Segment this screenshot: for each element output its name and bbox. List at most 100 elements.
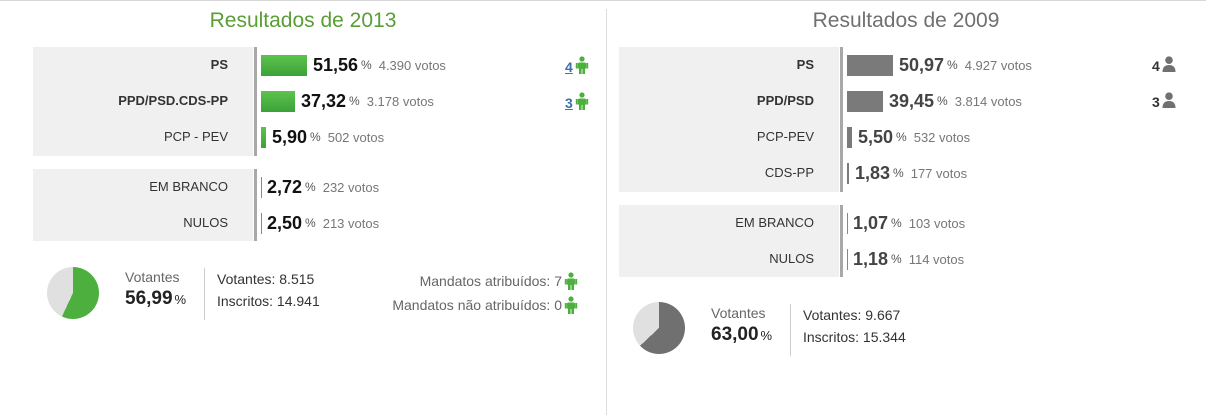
seats-number[interactable]: 3 [565,94,573,111]
other-block-2013 [33,169,253,241]
percent-sign: % [937,94,948,108]
party-name: NULOS [769,251,814,266]
person-icon [575,56,588,74]
seats-count[interactable]: 3 [565,92,589,113]
person-icon [1162,56,1176,72]
vote-bar [261,126,266,148]
vote-bar [261,212,262,234]
result-row: 2,50% 213 votos [261,205,379,241]
percent-sign: % [305,216,316,230]
party-name: EM BRANCO [149,179,228,194]
percent-sign: % [896,130,907,144]
percent-sign: % [893,166,904,180]
party-name: PCP-PEV [756,129,814,144]
parties-block-2009 [619,47,839,192]
vote-bar [847,90,883,112]
vote-count: 177 votos [910,165,968,181]
separator [254,169,257,241]
separator [840,205,843,277]
seats-count: 4 [1152,56,1176,75]
seats-number: 4 [1152,57,1160,74]
party-name: PS [210,57,228,72]
result-row: 1,83% 177 votos [847,155,967,191]
separator [254,47,257,156]
result-row: 2,72% 232 votos [261,169,379,205]
vote-percentage: 37,32 [301,90,347,111]
vote-count: 3.814 votos [954,93,1022,109]
party-name: PPD/PSD [756,93,814,108]
vote-count: 502 votos [327,129,385,145]
vote-bar [261,176,262,198]
seats-number: 3 [1152,93,1160,110]
vote-percentage: 50,97 [899,54,945,75]
vote-bar [847,54,893,76]
mandatos-atribuidos-text: Mandatos atribuídos: 7 [419,273,562,289]
vote-count: 3.178 votos [366,93,434,109]
percent-sign: % [891,216,902,230]
votantes-2013: Votantes: 8.515 [217,271,315,287]
vote-count: 103 votos [908,215,966,231]
vote-percentage: 5,50 [858,126,894,147]
vote-bar [261,54,307,76]
vote-count: 4.927 votos [964,57,1032,73]
percent-sign: % [310,130,321,144]
vote-bar [261,90,295,112]
person-icon [575,92,588,110]
inscritos-2009: Inscritos: 15.344 [803,329,906,345]
percent-sign: % [947,58,958,72]
vote-percentage: 39,45 [889,90,935,111]
result-row: 1,18% 114 votos [847,241,964,277]
vote-count: 4.390 votos [378,57,446,73]
turnout-pie-2009 [633,302,685,354]
percent-sign: % [305,180,316,194]
vote-percentage: 2,72 [267,176,303,197]
seats-number[interactable]: 4 [565,58,573,75]
party-name: EM BRANCO [735,215,814,230]
turnout-pct-2013: 56,99% [125,288,187,309]
stats-divider [790,304,791,356]
vote-count: 213 votos [322,215,380,231]
percent-sign: % [891,252,902,266]
parties-block-2013 [33,47,253,156]
separator [840,47,843,192]
party-name: PS [796,57,814,72]
title-2009: Resultados de 2009 [812,9,1000,32]
person-icon [564,296,578,314]
vote-percentage: 51,56 [313,54,359,75]
title-2013: Resultados de 2013 [209,9,397,32]
vote-bar [847,248,848,270]
result-row: 37,32% 3.178 votos [261,83,434,119]
seats-count[interactable]: 4 [565,56,589,77]
vote-percentage: 1,83 [855,162,891,183]
votantes-2009: Votantes: 9.667 [803,307,901,323]
column-divider [606,9,607,415]
vote-percentage: 1,18 [853,248,889,269]
turnout-pct-2009: 63,00% [711,324,773,345]
seats-count: 3 [1152,92,1176,111]
vote-bar [847,126,852,148]
mandatos-atribuidos: Mandatos atribuídos: 7 [420,272,578,290]
mandatos-nao-atribuidos: Mandatos não atribuídos: 0 [392,296,578,314]
result-row: 51,56% 4.390 votos [261,47,446,83]
vote-bar [847,212,848,234]
party-name: PPD/PSD.CDS-PP [118,93,228,108]
inscritos-2013: Inscritos: 14.941 [217,293,320,309]
mandatos-nao-atribuidos-text: Mandatos não atribuídos: 0 [392,297,562,313]
vote-count: 532 votos [913,129,971,145]
party-name: NULOS [183,215,228,230]
turnout-label-2009: Votantes [711,305,766,321]
vote-percentage: 1,07 [853,212,889,233]
turnout-pie-2013 [47,267,99,319]
percent-sign: % [349,94,360,108]
result-row: 50,97% 4.927 votos [847,47,1032,83]
turnout-label-2013: Votantes [125,269,180,285]
vote-count: 232 votos [322,179,380,195]
vote-bar [847,162,849,184]
vote-count: 114 votos [908,251,965,267]
other-block-2009 [619,205,839,277]
result-row: 5,90% 502 votos [261,119,384,155]
party-name: CDS-PP [764,165,814,180]
vote-percentage: 2,50 [267,212,303,233]
vote-percentage: 5,90 [272,126,308,147]
result-row: 1,07% 103 votos [847,205,965,241]
